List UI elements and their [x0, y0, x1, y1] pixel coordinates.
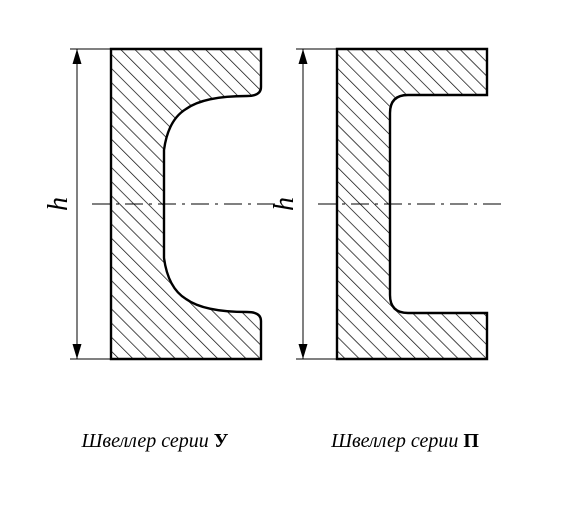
- u-series-dim-arrow-top: [73, 49, 82, 64]
- p-series-caption-prefix: Швеллер серии: [331, 430, 463, 452]
- p-series-height-label: h: [269, 197, 300, 211]
- p-series-caption-suffix: П: [463, 430, 479, 452]
- p-series-dim-arrow-top: [299, 49, 308, 64]
- u-series-height-label: h: [43, 197, 74, 211]
- u-series-dim-arrow-bottom: [73, 344, 82, 359]
- p-series-dim-arrow-bottom: [299, 344, 308, 359]
- u-series-caption-suffix: У: [214, 430, 229, 452]
- u-series-caption: Швеллер серии У: [40, 430, 270, 453]
- u-series-caption-prefix: Швеллер серии: [82, 430, 214, 452]
- p-series-caption: Швеллер серии П: [290, 430, 520, 453]
- diagram-stage: h h Швеллер серии У Швеллер серии П: [0, 0, 565, 509]
